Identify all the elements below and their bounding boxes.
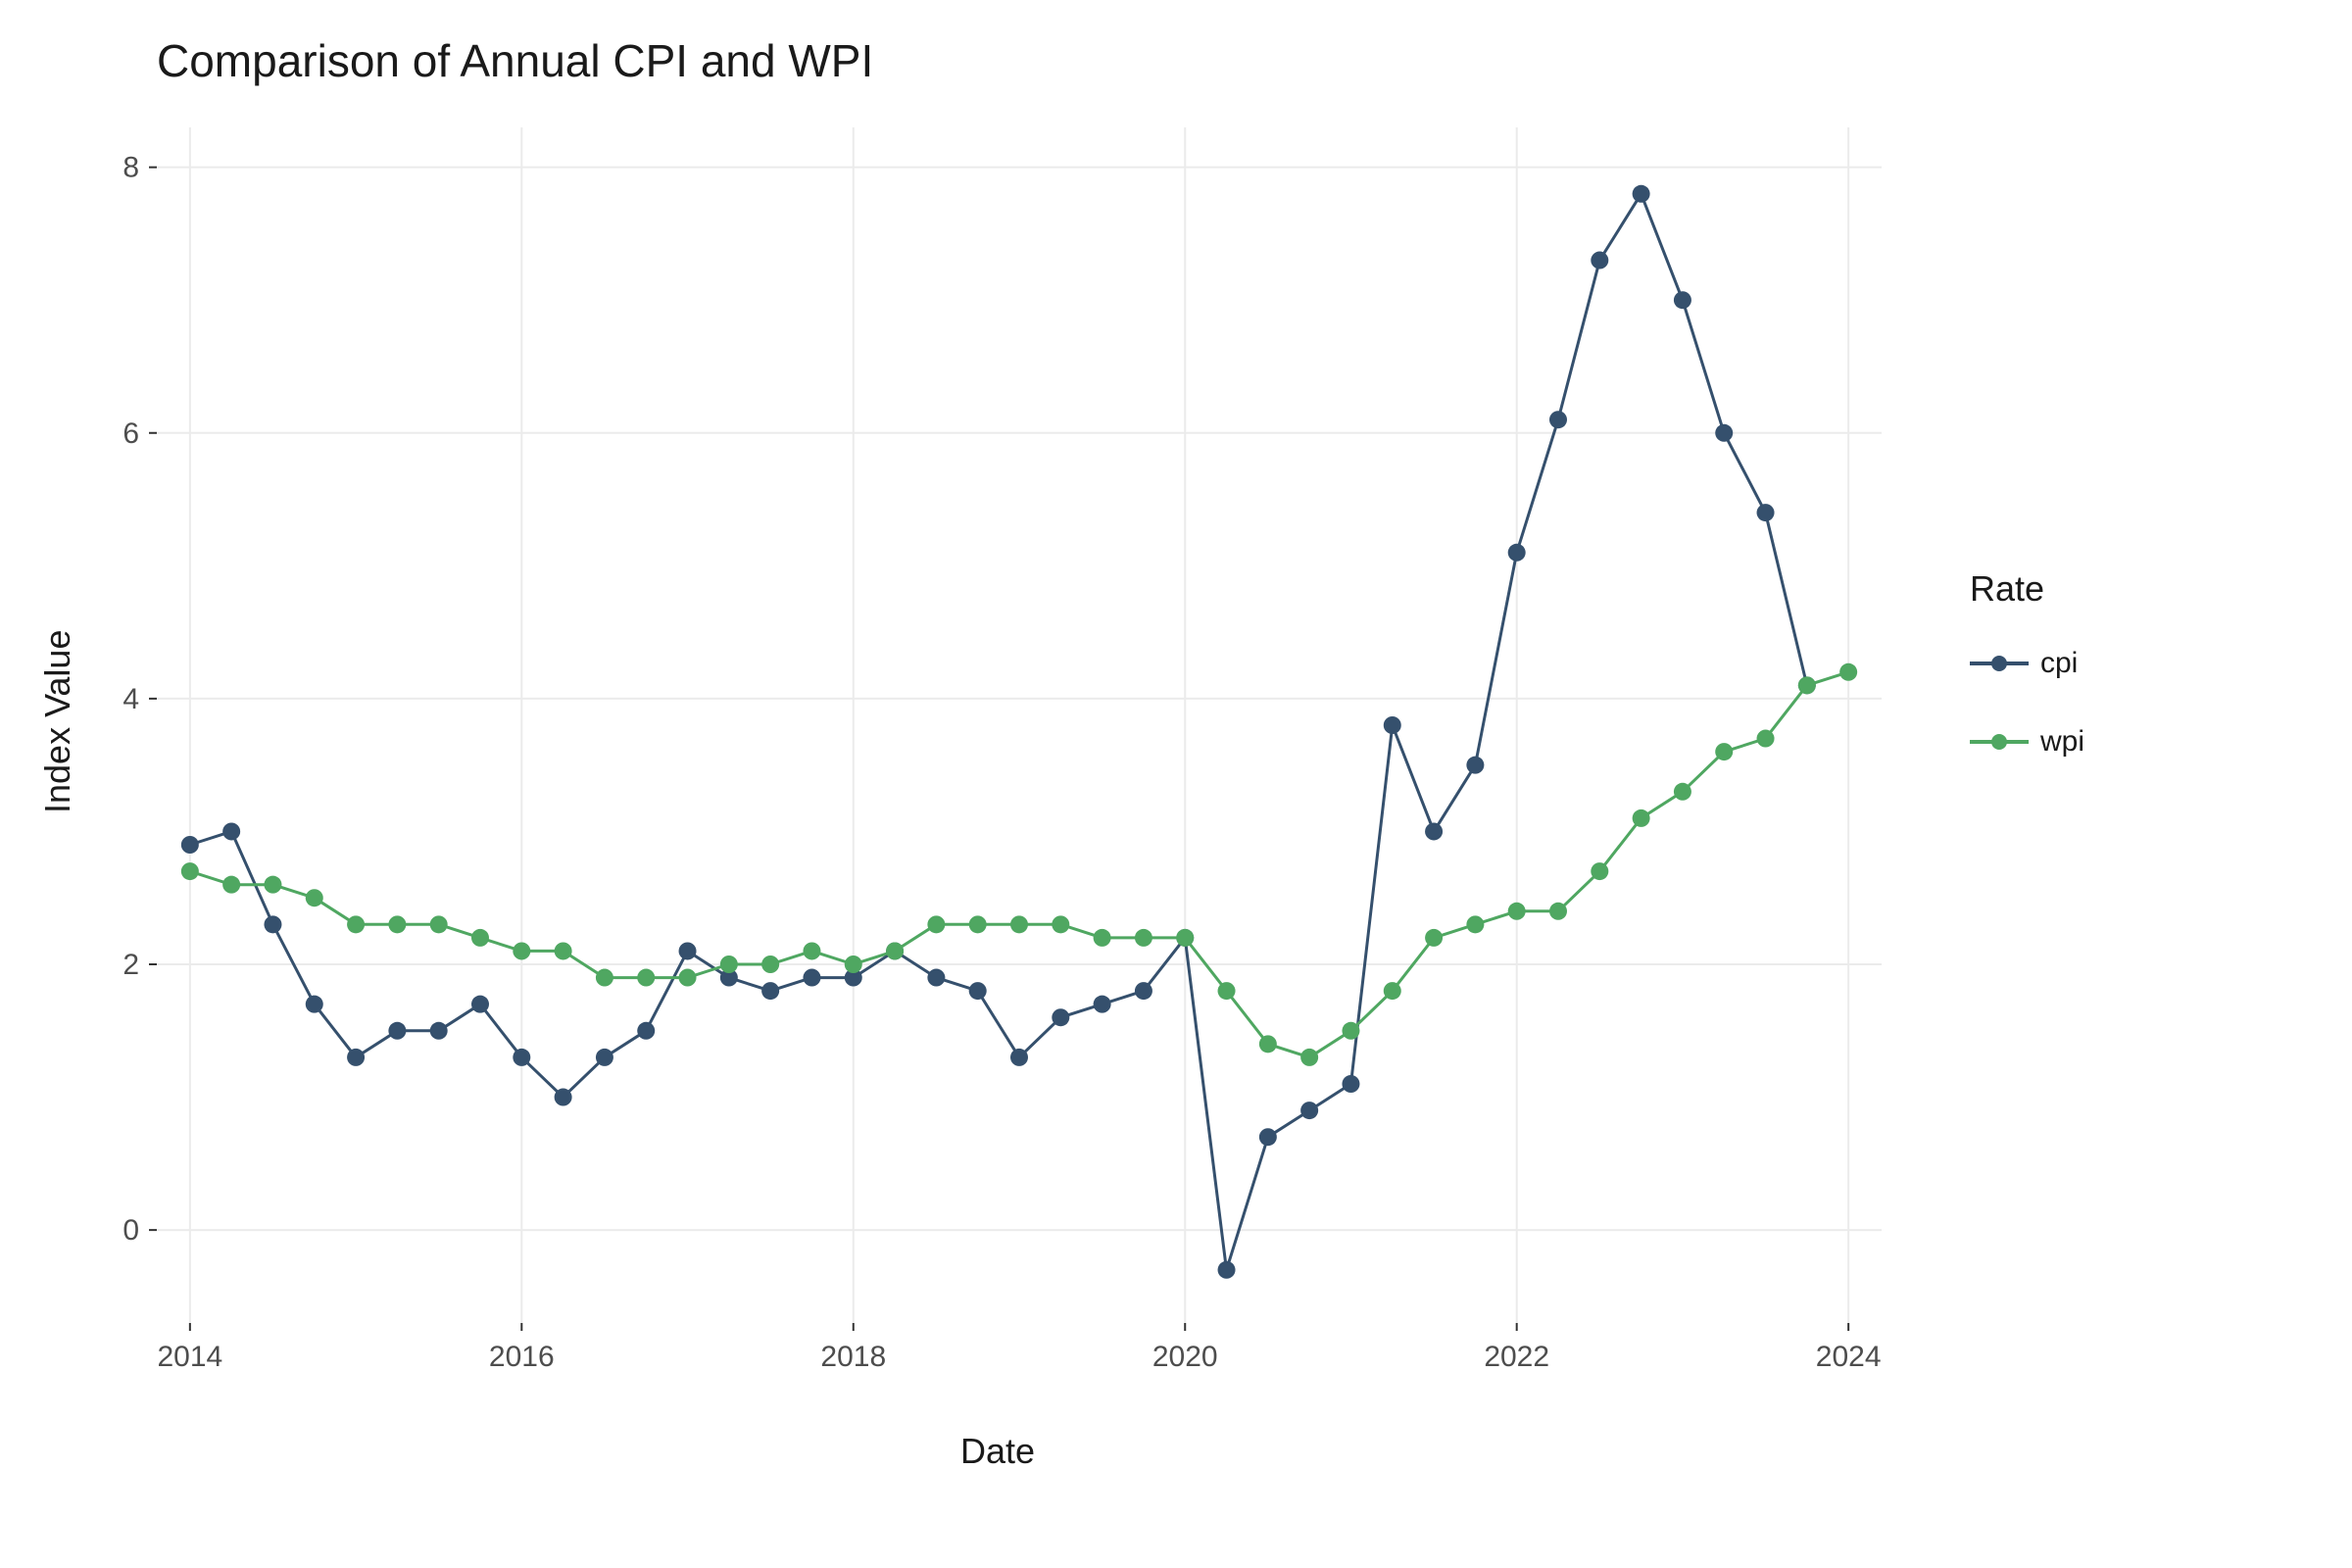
legend-item-wpi: wpi: [1970, 725, 2084, 759]
svg-text:0: 0: [122, 1214, 139, 1247]
svg-text:8: 8: [122, 152, 139, 184]
svg-text:6: 6: [122, 417, 139, 450]
legend-label-wpi: wpi: [2040, 725, 2084, 759]
x-axis-label: Date: [960, 1431, 1035, 1472]
svg-text:4: 4: [122, 683, 139, 715]
chart-plot: 0 2 4 6 8 2014 2016 2018 2020 2022 2024: [0, 0, 2352, 1568]
svg-text:2: 2: [122, 949, 139, 981]
svg-text:2020: 2020: [1152, 1341, 1218, 1373]
svg-text:2014: 2014: [157, 1341, 222, 1373]
legend-swatch-cpi: [1970, 662, 2029, 665]
svg-text:2018: 2018: [820, 1341, 886, 1373]
svg-text:2022: 2022: [1484, 1341, 1549, 1373]
legend-swatch-wpi: [1970, 740, 2029, 744]
svg-text:2024: 2024: [1816, 1341, 1882, 1373]
legend-title: Rate: [1970, 568, 2044, 610]
legend-item-cpi: cpi: [1970, 647, 2078, 680]
y-axis-label: Index Value: [37, 630, 78, 813]
svg-text:2016: 2016: [489, 1341, 555, 1373]
legend-label-cpi: cpi: [2040, 647, 2078, 680]
